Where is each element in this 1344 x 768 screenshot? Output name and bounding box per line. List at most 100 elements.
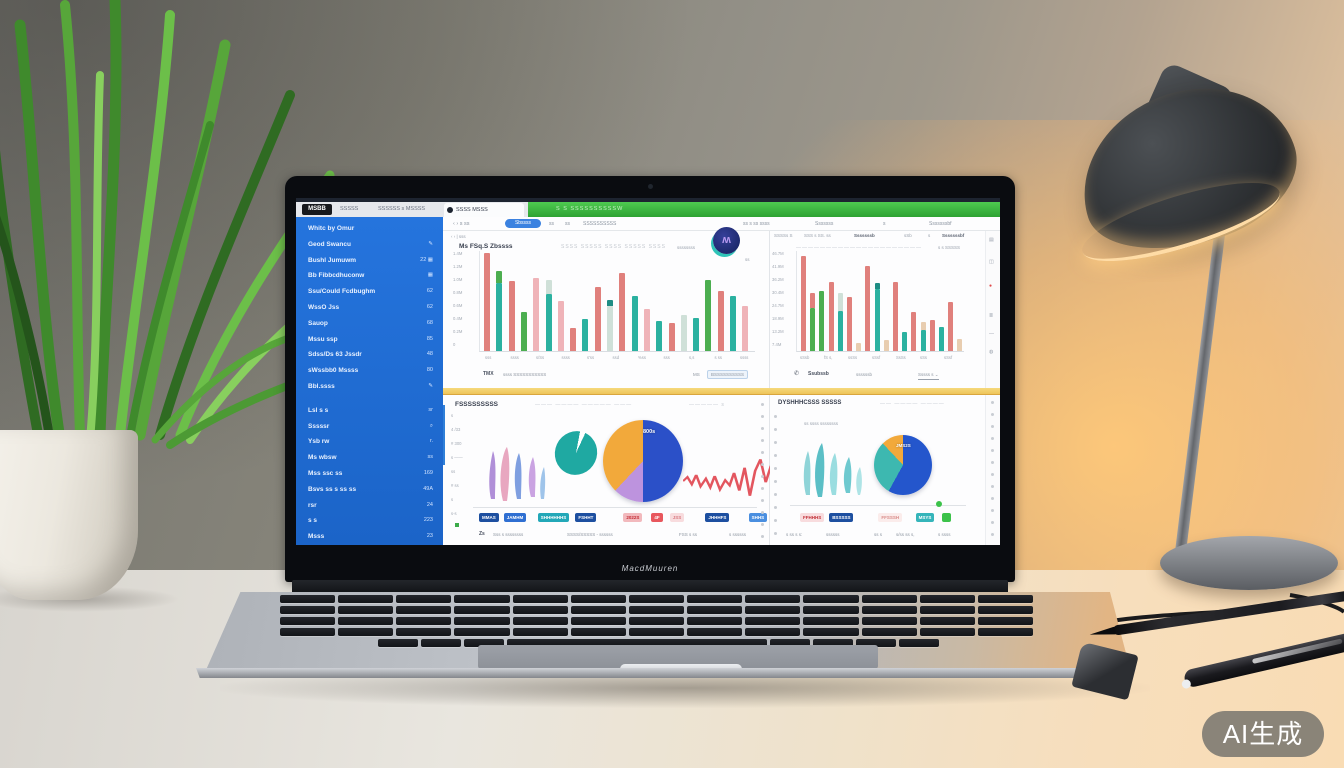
rail-icon-record[interactable]: ● bbox=[989, 283, 993, 289]
keyboard-key[interactable] bbox=[570, 595, 626, 603]
legend-chip[interactable]: 2022S bbox=[623, 513, 643, 522]
sidebar-item[interactable]: Whitc by Omur bbox=[296, 221, 443, 236]
keyboard-key[interactable] bbox=[898, 639, 939, 647]
keyboard-key[interactable] bbox=[861, 595, 917, 603]
keyboard-key[interactable] bbox=[803, 617, 859, 625]
keyboard-key[interactable] bbox=[454, 595, 510, 603]
sidebar-item[interactable]: Lsl s s sr bbox=[296, 403, 443, 418]
legend-chip[interactable]: JAMHM bbox=[503, 513, 527, 522]
sidebar-item[interactable]: Sdss/Ds 63 Jssdr 48 bbox=[296, 347, 443, 362]
keyboard-key[interactable] bbox=[745, 628, 801, 636]
tr-head-5[interactable]: s bbox=[928, 233, 931, 238]
footer-dropdown-tr[interactable]: Sssss s ⌄ bbox=[918, 372, 939, 380]
sidebar-item[interactable]: s s 223 bbox=[296, 513, 443, 528]
keyboard-key[interactable] bbox=[280, 606, 336, 614]
keyboard-key[interactable] bbox=[280, 628, 336, 636]
keyboard-key[interactable] bbox=[861, 606, 917, 614]
footer-right-box-tl[interactable]: BSSSSSSSSSS bbox=[707, 370, 749, 379]
keyboard-key[interactable] bbox=[628, 617, 685, 625]
toolbar-item-4[interactable]: ss s ss ssss bbox=[743, 221, 770, 227]
keyboard-key[interactable] bbox=[454, 628, 510, 636]
keyboard-key[interactable] bbox=[919, 617, 975, 625]
sidebar-item[interactable]: Ysb rw r. bbox=[296, 434, 443, 449]
rail-icon-list[interactable]: ≣ bbox=[989, 313, 994, 319]
keyboard-key[interactable] bbox=[512, 628, 568, 636]
tr-head-4[interactable]: sSb bbox=[904, 233, 912, 238]
browser-tab-2[interactable]: SSSSSS s MSSSS bbox=[378, 206, 426, 212]
keyboard-key[interactable] bbox=[628, 628, 685, 636]
keyboard-key[interactable] bbox=[861, 617, 917, 625]
phone-icon[interactable]: ✆ bbox=[794, 371, 800, 377]
keyboard-key[interactable] bbox=[396, 617, 452, 625]
sidebar-item[interactable]: Sauop 68 bbox=[296, 316, 443, 331]
keyboard-key[interactable] bbox=[280, 595, 336, 603]
sidebar-item[interactable]: Geod Swancu ✎ bbox=[296, 237, 443, 252]
sidebar-item[interactable]: rsr 24 bbox=[296, 498, 443, 513]
toolbar-item-3[interactable]: SSSSSSSSSS bbox=[583, 221, 617, 227]
legend-chip[interactable]: MMAS bbox=[479, 513, 499, 522]
keyboard-key[interactable] bbox=[338, 606, 394, 614]
rail-icon-minus[interactable]: — bbox=[989, 331, 994, 337]
keyboard-key[interactable] bbox=[396, 628, 452, 636]
legend-chip[interactable]: FFSSSH bbox=[878, 513, 903, 522]
rail-icon-panel[interactable]: ▤ bbox=[989, 237, 994, 243]
keyboard-key[interactable] bbox=[977, 606, 1033, 614]
keyboard-key[interactable] bbox=[687, 606, 743, 614]
keyboard-key[interactable] bbox=[919, 595, 975, 603]
sidebar-item[interactable]: Sssssr ⌕ bbox=[296, 419, 443, 434]
keyboard-key[interactable] bbox=[420, 639, 461, 647]
legend-chip[interactable]: JHHHFS bbox=[705, 513, 730, 522]
keyboard-key[interactable] bbox=[628, 606, 685, 614]
sidebar-item[interactable]: Ms wbsw ss bbox=[296, 450, 443, 465]
keyboard-key[interactable] bbox=[803, 595, 859, 603]
legend-chip[interactable]: SHHS bbox=[748, 513, 768, 522]
keyboard-key[interactable] bbox=[512, 595, 568, 603]
keyboard-key[interactable] bbox=[396, 595, 452, 603]
keyboard-key[interactable] bbox=[803, 628, 859, 636]
legend-chip[interactable]: FSHHT bbox=[575, 513, 597, 522]
keyboard-key[interactable] bbox=[454, 617, 510, 625]
keyboard-key[interactable] bbox=[745, 595, 801, 603]
legend-chip[interactable]: s bbox=[942, 513, 951, 522]
sidebar-item[interactable]: Bb Fibbcdhuconw ▦ bbox=[296, 268, 443, 283]
keyboard-key[interactable] bbox=[687, 628, 743, 636]
tr-head-3[interactable]: Sssssssb bbox=[854, 233, 875, 238]
toolbar-item-2[interactable]: ss bbox=[565, 221, 570, 227]
keyboard[interactable] bbox=[280, 595, 1036, 647]
sidebar-item[interactable]: Bushl Jumuwm 22 ▦ bbox=[296, 253, 443, 268]
keyboard-key[interactable] bbox=[803, 606, 859, 614]
keyboard-key[interactable] bbox=[396, 606, 452, 614]
keyboard-key[interactable] bbox=[280, 617, 336, 625]
sidebar-item[interactable]: WssO Jss 62 bbox=[296, 300, 443, 315]
keyboard-key[interactable] bbox=[687, 595, 743, 603]
sidebar-item[interactable]: Msss 23 bbox=[296, 529, 443, 544]
breadcrumb[interactable]: ‹ › | sss bbox=[451, 234, 466, 239]
legend-chip[interactable]: BSSSSS bbox=[829, 513, 854, 522]
sidebar-item[interactable]: Bsvs ss s ss ss 49A bbox=[296, 482, 443, 497]
tr-head-6[interactable]: Sssssssbf bbox=[942, 233, 965, 238]
rail-icon-circle[interactable]: ◍ bbox=[989, 349, 994, 355]
browser-tab-active[interactable]: SSSS MSSS bbox=[444, 203, 524, 217]
keyboard-key[interactable] bbox=[628, 595, 685, 603]
sidebar-item[interactable]: sWssbb0 Mssss 80 bbox=[296, 363, 443, 378]
sidebar-item[interactable]: Bbl.ssss ✎ bbox=[296, 379, 443, 394]
sidebar-item[interactable]: Mssu ssp 85 bbox=[296, 332, 443, 347]
keyboard-key[interactable] bbox=[570, 628, 626, 636]
browser-logo-chip[interactable]: MSBB bbox=[302, 204, 332, 215]
keyboard-key[interactable] bbox=[506, 639, 767, 647]
legend-chip[interactable]: FFHHHS bbox=[800, 513, 825, 522]
legend-chip[interactable]: SHHHHHHS bbox=[537, 513, 570, 522]
nav-arrows[interactable]: ‹ › s ss bbox=[453, 221, 470, 227]
keyboard-key[interactable] bbox=[977, 628, 1033, 636]
keyboard-key[interactable] bbox=[745, 617, 801, 625]
keyboard-key[interactable] bbox=[463, 639, 504, 647]
keyboard-key[interactable] bbox=[977, 595, 1033, 603]
keyboard-key[interactable] bbox=[377, 639, 418, 647]
keyboard-key[interactable] bbox=[570, 617, 626, 625]
keyboard-key[interactable] bbox=[687, 617, 743, 625]
keyboard-key[interactable] bbox=[769, 639, 810, 647]
toolbar-item-6[interactable]: s bbox=[883, 221, 886, 227]
sidebar-item[interactable]: Mss ssc ss 169 bbox=[296, 466, 443, 481]
browser-tab-1[interactable]: SSSSS bbox=[340, 206, 359, 212]
footer-d-bl[interactable]: FSS s ss bbox=[679, 532, 698, 537]
